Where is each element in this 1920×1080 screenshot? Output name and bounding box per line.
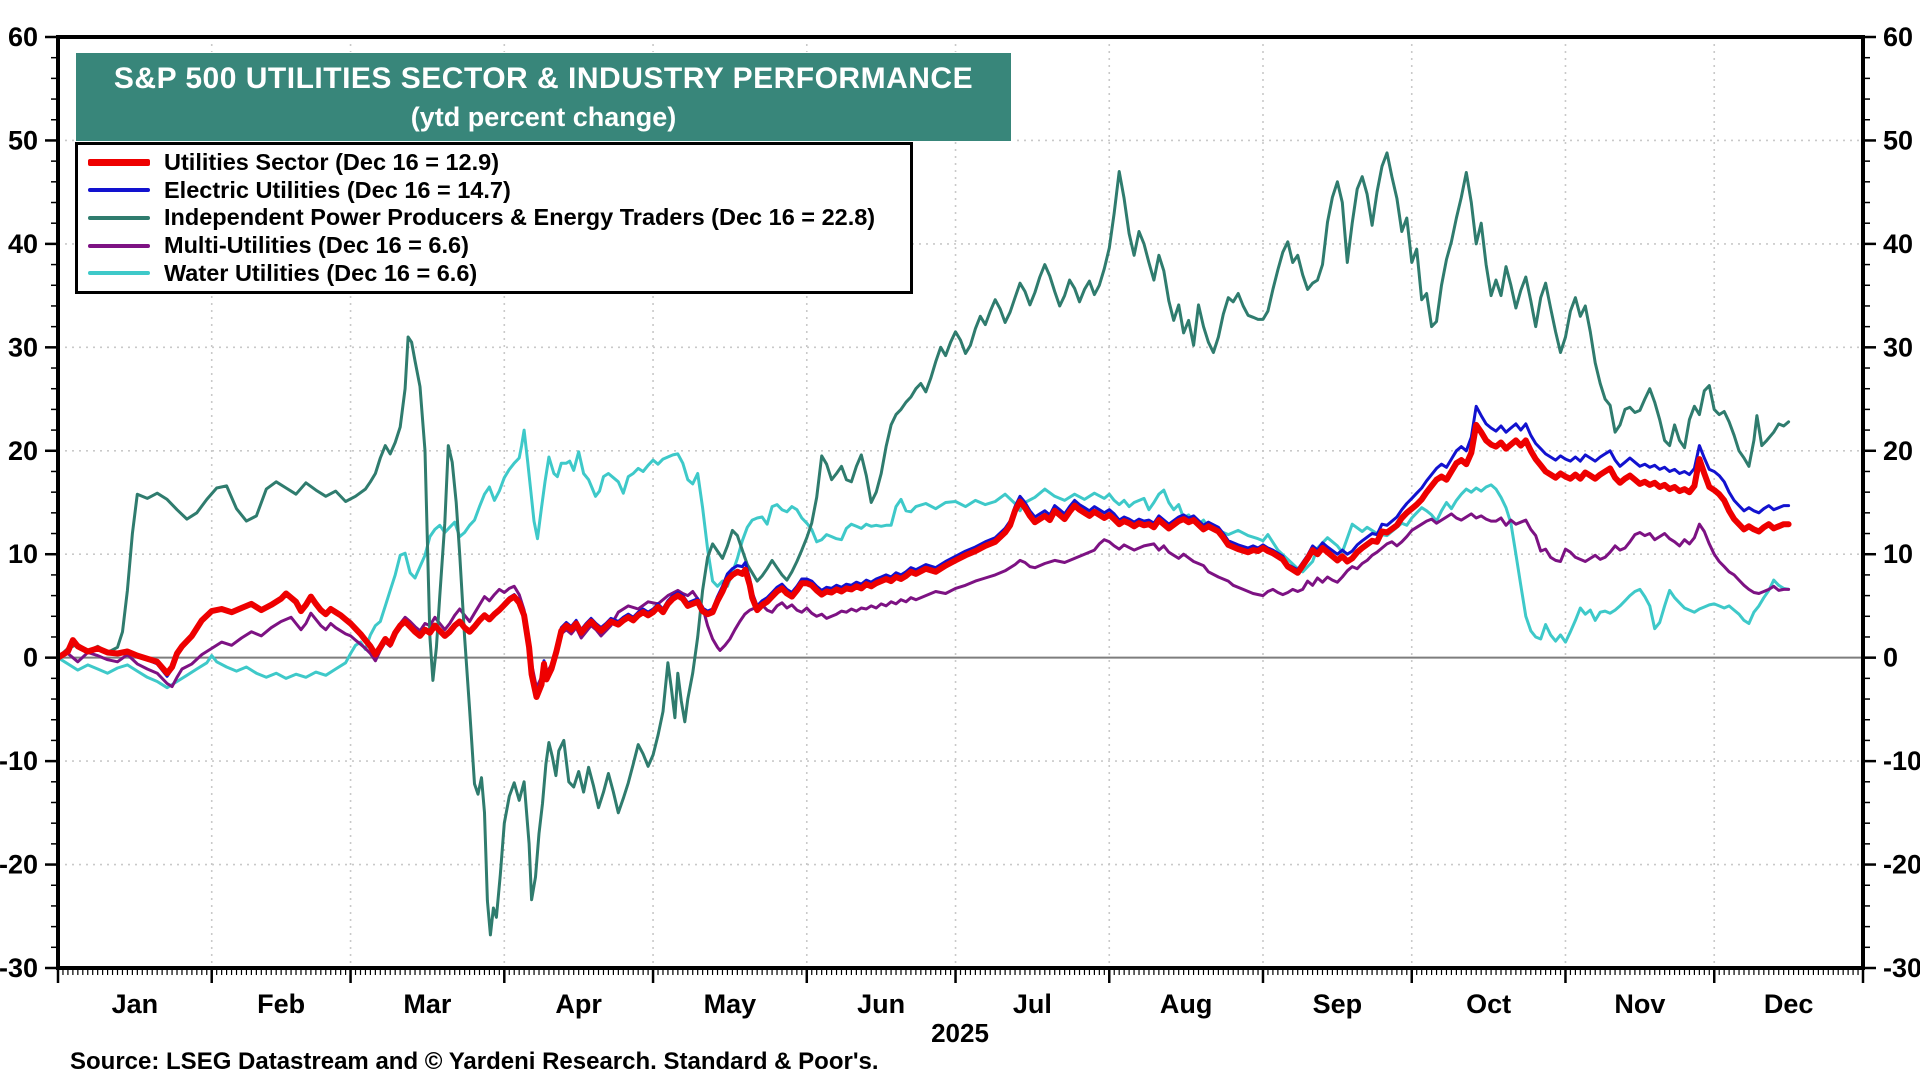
svg-text:10: 10	[8, 539, 38, 569]
month-label-mar: Mar	[403, 989, 452, 1019]
month-label-aug: Aug	[1160, 989, 1212, 1019]
svg-text:20: 20	[1883, 436, 1913, 466]
svg-text:0: 0	[1883, 643, 1898, 673]
svg-text:-10: -10	[1883, 746, 1920, 776]
y-axis: 60 60 50 50 40 40 30 30 20 20 10 10 0 0 -10 -10 -20 -20 -3…	[0, 22, 1920, 983]
series-line-independent-power-producers-energy-traders	[58, 151, 1791, 937]
month-label-dec: Dec	[1764, 989, 1814, 1019]
legend-row-electric-utilities: Electric Utilities (Dec 16 = 14.7)	[88, 177, 910, 205]
month-label-feb: Feb	[257, 989, 305, 1019]
water-utilities-line-swatch	[88, 271, 150, 276]
series-line-utilities-sector	[58, 421, 1792, 700]
x-axis: Jan Feb Mar Apr May Jun Jul Aug Sep Oct Nov Dec	[56, 968, 1865, 1019]
legend-label-utilities-sector: Utilities Sector (Dec 16 = 12.9)	[164, 149, 500, 176]
chart-title: S&P 500 UTILITIES SECTOR & INDUSTRY PERF…	[113, 61, 974, 95]
x-axis-year-label: 2025	[931, 1018, 989, 1048]
svg-text:-30: -30	[0, 953, 38, 983]
svg-text:40: 40	[8, 229, 38, 259]
series-line-water-utilities	[58, 428, 1791, 690]
svg-text:10: 10	[1883, 539, 1913, 569]
legend-row-ipp-energy-traders: Independent Power Producers & Energy Tra…	[88, 204, 910, 232]
svg-text:50: 50	[1883, 125, 1913, 155]
legend-row-multi-utilities: Multi-Utilities (Dec 16 = 6.6)	[88, 232, 910, 260]
legend-row-water-utilities: Water Utilities (Dec 16 = 6.6)	[88, 259, 910, 287]
month-label-may: May	[704, 989, 757, 1019]
ipp-energy-traders-line-swatch	[88, 215, 150, 220]
month-label-sep: Sep	[1313, 989, 1363, 1019]
svg-text:60: 60	[1883, 22, 1913, 52]
svg-text:-10: -10	[0, 746, 38, 776]
svg-text:40: 40	[1883, 229, 1913, 259]
svg-text:30: 30	[8, 332, 38, 362]
svg-text:-20: -20	[1883, 850, 1920, 880]
month-label-nov: Nov	[1614, 989, 1665, 1019]
svg-text:-20: -20	[0, 850, 38, 880]
svg-text:30: 30	[1883, 332, 1913, 362]
chart-title-bar: S&P 500 UTILITIES SECTOR & INDUSTRY PERF…	[75, 52, 1012, 142]
legend-label-water-utilities: Water Utilities (Dec 16 = 6.6)	[164, 259, 478, 286]
month-label-jun: Jun	[857, 989, 905, 1019]
legend-label-electric-utilities: Electric Utilities (Dec 16 = 14.7)	[164, 176, 511, 203]
month-label-jul: Jul	[1013, 989, 1052, 1019]
svg-text:-30: -30	[1883, 953, 1920, 983]
month-label-oct: Oct	[1466, 989, 1511, 1019]
svg-text:20: 20	[8, 436, 38, 466]
svg-text:50: 50	[8, 125, 38, 155]
multi-utilities-line-swatch	[88, 243, 150, 248]
electric-utilities-line-swatch	[88, 188, 150, 193]
legend-row-utilities-sector: Utilities Sector (Dec 16 = 12.9)	[88, 149, 910, 177]
legend-label-ipp-energy-traders: Independent Power Producers & Energy Tra…	[164, 204, 876, 231]
svg-text:60: 60	[8, 22, 38, 52]
source-attribution: Source: LSEG Datastream and © Yardeni Re…	[70, 1048, 879, 1075]
series-line-multi-utilities	[58, 512, 1791, 690]
month-label-jan: Jan	[112, 989, 159, 1019]
utilities-sector-line-swatch	[88, 159, 150, 167]
chart-legend: Utilities Sector (Dec 16 = 12.9) Electri…	[75, 142, 913, 294]
legend-label-multi-utilities: Multi-Utilities (Dec 16 = 6.6)	[164, 232, 469, 259]
month-label-apr: Apr	[555, 989, 602, 1019]
svg-text:0: 0	[23, 643, 38, 673]
chart-subtitle: (ytd percent change)	[410, 101, 677, 132]
